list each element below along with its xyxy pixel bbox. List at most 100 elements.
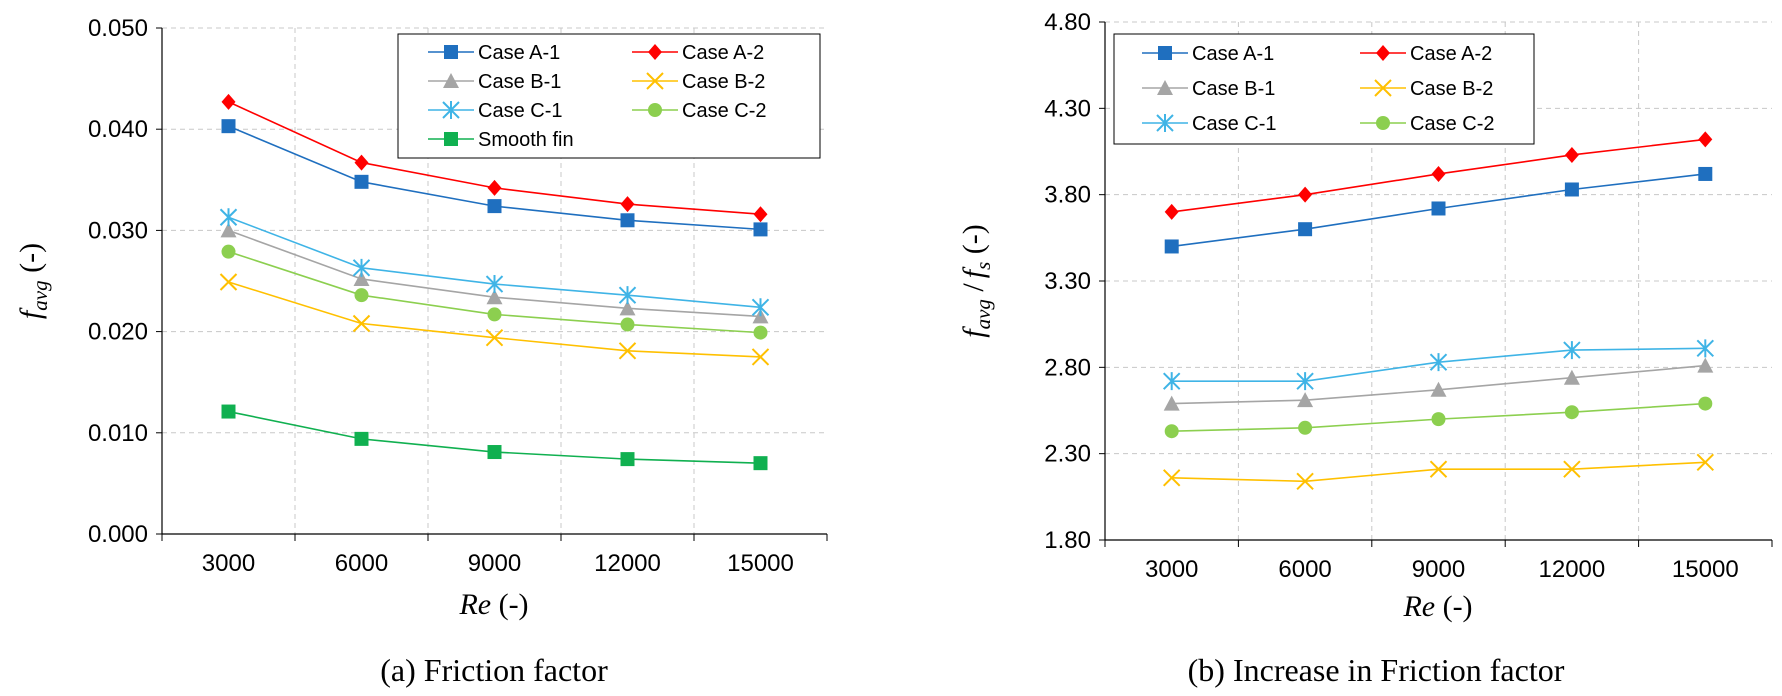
data-point-case-c-1 [219, 208, 238, 227]
data-point-case-a-1 [487, 199, 502, 214]
data-point-smooth-fin [620, 452, 635, 467]
data-point-case-a-1 [1698, 166, 1713, 181]
data-point-case-c-2 [221, 244, 236, 259]
data-point-case-b-1 [220, 222, 237, 238]
data-point-case-b-2 [485, 328, 504, 347]
y-tick-label: 0.000 [88, 521, 148, 548]
y-tick-label: 4.80 [1044, 9, 1091, 36]
data-point-case-b-2 [352, 314, 371, 333]
data-point-case-a-2 [1564, 146, 1579, 163]
data-point-case-a-1 [1564, 182, 1579, 197]
data-point-case-a-2 [620, 196, 635, 213]
data-point-case-a-1 [1164, 239, 1179, 254]
legend-label-case-c-1: Case C-1 [1192, 113, 1276, 135]
x-axis-title: Re (-) [1402, 590, 1472, 623]
legend-label-case-a-2: Case A-2 [1410, 43, 1492, 65]
data-point-case-a-1 [753, 222, 768, 237]
series-case-c-1 [1162, 339, 1715, 391]
data-point-case-c-2 [1698, 396, 1713, 411]
legend-marker-case-b-2 [1374, 79, 1392, 97]
x-tick-label: 6000 [1278, 556, 1331, 583]
data-point-case-a-2 [221, 93, 236, 110]
data-point-case-b-1 [619, 300, 636, 316]
data-point-case-a-1 [221, 119, 236, 134]
data-point-case-b-1 [1163, 395, 1180, 411]
data-point-case-c-2 [620, 317, 635, 332]
chart-caption: (b) Increase in Friction factor [1188, 652, 1565, 688]
data-point-case-b-2 [1296, 472, 1314, 491]
chart-increase-friction-factor: 1.80 2.30 2.80 3.30 3.80 4.30 4.80 3000 6000 9000… [957, 9, 1773, 688]
data-point-case-c-1 [1429, 353, 1448, 372]
data-point-case-c-2 [1164, 424, 1179, 439]
data-point-case-a-2 [354, 154, 369, 171]
x-tick-label: 15000 [1672, 556, 1739, 583]
series-case-c-1 [219, 208, 770, 317]
legend-marker-smooth-fin [444, 132, 458, 146]
x-tick-label: 3000 [202, 550, 255, 577]
legend-marker-case-c-2 [1376, 116, 1390, 130]
data-point-case-a-2 [487, 179, 502, 196]
series-case-a-1 [221, 119, 768, 237]
data-point-case-b-2 [1696, 453, 1715, 472]
data-point-case-b-1 [353, 270, 370, 286]
y-tick-label: 3.30 [1044, 268, 1091, 295]
data-point-case-b-1 [486, 289, 503, 305]
legend-box [397, 33, 821, 159]
y-tick-label: 2.80 [1044, 354, 1091, 381]
legend-marker-case-b-2 [646, 72, 664, 90]
series-case-a-1 [1164, 166, 1713, 254]
legend-marker-case-a-2 [1376, 45, 1390, 61]
legend-marker-case-a-2 [648, 44, 662, 60]
legend-label-case-b-1: Case B-1 [478, 71, 561, 93]
data-point-case-c-2 [753, 325, 768, 340]
series-case-a-2 [221, 93, 768, 223]
data-point-smooth-fin [354, 431, 369, 446]
data-point-case-b-1 [1297, 392, 1314, 408]
y-tick-label: 0.010 [88, 420, 148, 447]
data-point-case-c-2 [487, 307, 502, 322]
series-case-c-2 [221, 244, 768, 340]
data-point-smooth-fin [753, 456, 768, 471]
series-case-b-2 [219, 273, 770, 366]
data-point-case-b-2 [219, 273, 238, 291]
y-axis-title: favg (-) [14, 243, 52, 319]
y-tick-label: 0.040 [88, 116, 148, 143]
legend-label-smooth-fin: Smooth fin [478, 129, 574, 151]
series-case-b-2 [1162, 453, 1715, 491]
x-tick-label: 3000 [1145, 556, 1198, 583]
series-case-b-1 [1163, 357, 1714, 411]
data-point-case-b-2 [1429, 460, 1448, 478]
legend-label-case-b-2: Case B-2 [682, 71, 765, 93]
data-point-case-a-2 [753, 206, 768, 223]
legend-label-case-b-1: Case B-1 [1192, 78, 1275, 100]
legend-label-case-c-1: Case C-1 [478, 100, 562, 122]
data-point-case-b-2 [751, 348, 770, 366]
legend-label-case-c-2: Case C-2 [1410, 113, 1494, 135]
data-point-case-b-1 [1697, 357, 1714, 373]
data-point-case-a-1 [1431, 201, 1446, 216]
data-point-smooth-fin [487, 445, 502, 460]
x-tick-label: 9000 [468, 550, 521, 577]
data-point-case-c-1 [1563, 341, 1581, 360]
data-point-case-c-1 [1162, 372, 1181, 391]
legend-label-case-c-2: Case C-2 [682, 100, 766, 122]
data-point-case-c-1 [1696, 339, 1715, 358]
y-tick-label: 1.80 [1044, 527, 1091, 554]
data-point-case-c-1 [751, 298, 770, 317]
y-tick-label: 3.80 [1044, 182, 1091, 209]
legend: Case A-1 Case A-2 Case B-1 Case B-2 Case C-1… [397, 33, 821, 159]
data-point-case-c-1 [485, 275, 504, 294]
legend-marker-case-c-2 [648, 103, 662, 117]
x-axis-title: Re (-) [458, 588, 528, 621]
data-point-case-b-1 [1430, 381, 1447, 397]
data-point-case-a-2 [1164, 203, 1179, 220]
legend-marker-case-b-1 [443, 73, 459, 88]
x-tick-label: 6000 [335, 550, 388, 577]
series-case-a-2 [1164, 131, 1713, 220]
data-point-case-a-1 [1298, 222, 1313, 237]
series-case-b-1 [220, 222, 769, 324]
data-point-case-c-2 [1564, 405, 1579, 420]
legend-marker-case-c-1 [442, 101, 460, 119]
data-point-case-a-2 [1431, 165, 1446, 182]
